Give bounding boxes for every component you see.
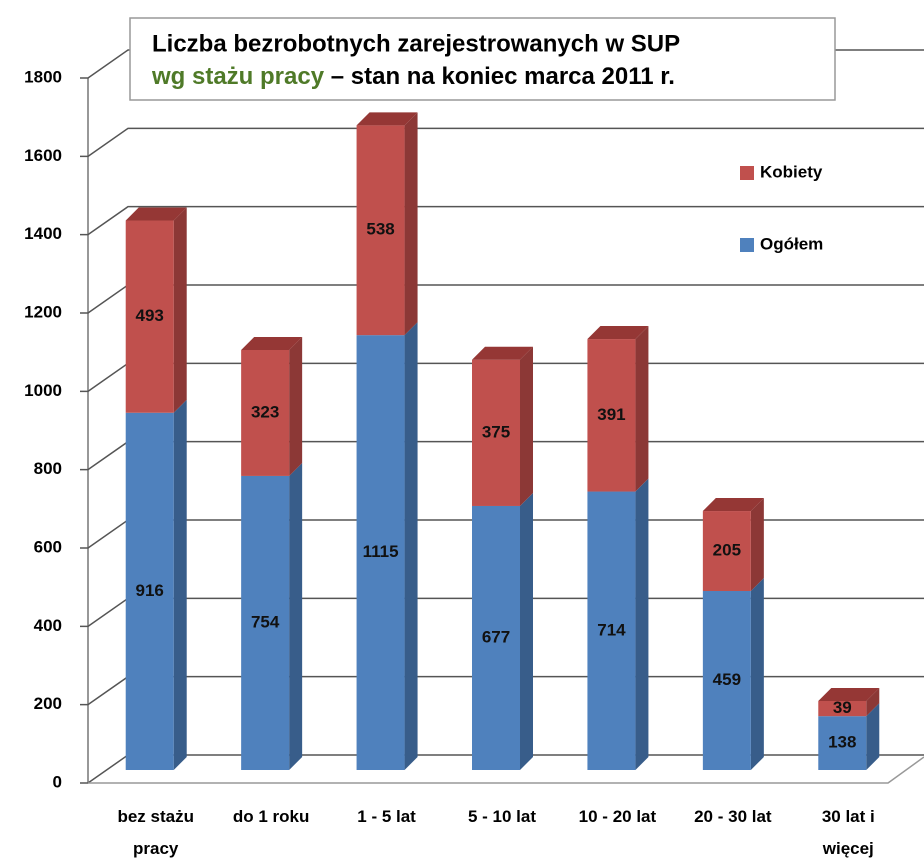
chart-subtitle: wg stażu pracy – stan na koniec marca 20… — [151, 63, 675, 90]
grid-line — [80, 205, 924, 236]
legend-label: Ogółem — [760, 234, 823, 253]
y-tick-label: 400 — [34, 616, 62, 635]
y-tick-label: 800 — [34, 459, 62, 478]
bar — [241, 349, 290, 476]
bar-side — [750, 577, 764, 770]
x-tick-label: do 1 roku — [233, 807, 310, 826]
bar — [818, 700, 867, 717]
y-tick-label: 200 — [34, 694, 62, 713]
bar-top — [125, 207, 187, 221]
bar — [702, 511, 751, 591]
data-label: 391 — [597, 405, 625, 424]
legend-swatch — [740, 238, 754, 252]
y-tick-label: 1200 — [24, 302, 62, 321]
x-tick-label: 10 - 20 lat — [579, 807, 657, 826]
data-label: 323 — [251, 402, 279, 421]
bar — [587, 491, 636, 770]
subtitle-highlight: wg stażu pracy — [151, 63, 325, 90]
bar-top — [472, 346, 533, 360]
bar-side — [635, 478, 649, 770]
bar-side — [866, 703, 880, 770]
x-tick-line: 30 lat i — [822, 807, 875, 826]
bar-side — [404, 112, 418, 336]
bar-side — [520, 492, 533, 770]
y-tick-label: 1800 — [24, 67, 62, 86]
legend-label: Kobiety — [760, 162, 823, 181]
bar — [587, 339, 636, 492]
floor-line — [88, 756, 924, 784]
bar-side — [520, 346, 533, 506]
bar — [702, 590, 751, 770]
bar-side — [866, 687, 880, 717]
x-tick-line: pracy — [133, 839, 179, 858]
data-label: 714 — [597, 620, 626, 639]
data-label: 1115 — [363, 542, 399, 561]
bar-top — [356, 112, 418, 126]
x-tick-line: 1 - 5 lat — [357, 807, 416, 826]
data-label: 754 — [251, 612, 280, 631]
x-tick-label: bez stażu pracy — [117, 807, 194, 858]
bar-top — [702, 498, 764, 512]
bar — [472, 505, 520, 770]
x-tick-label: 5 - 10 lat — [468, 807, 536, 826]
bar-side — [289, 462, 303, 770]
bar-side — [750, 498, 764, 591]
chart-title: Liczba bezrobotnych zarejestrowanych w S… — [152, 30, 680, 57]
subtitle-rest: – stan na koniec marca 2011 r. — [331, 63, 675, 90]
bar-top — [587, 326, 649, 340]
bars: 916 493 754 323 1115 538 677 375 714 391 459 205 138… — [125, 112, 880, 770]
data-label: 459 — [713, 670, 741, 689]
y-tick-label: 600 — [34, 537, 62, 556]
data-label: 375 — [482, 422, 510, 441]
bar-side — [635, 326, 649, 492]
bar — [472, 359, 520, 506]
bar — [356, 335, 405, 770]
bar-side — [173, 207, 187, 413]
x-tick-line: 10 - 20 lat — [579, 807, 657, 826]
title-box — [129, 17, 836, 101]
legend-swatch — [740, 166, 754, 180]
x-tick-line: 20 - 30 lat — [694, 807, 772, 826]
x-tick-line: 5 - 10 lat — [468, 807, 536, 826]
data-label: 916 — [136, 581, 164, 600]
data-label: 493 — [136, 306, 164, 325]
x-tick-label: 30 lat i więcej — [822, 807, 875, 858]
x-tick-line: bez stażu — [117, 807, 194, 826]
grid-line — [80, 127, 924, 158]
bar — [241, 475, 290, 770]
bar-side — [289, 336, 303, 476]
x-tick-label: 1 - 5 lat — [357, 807, 416, 826]
bar — [125, 412, 174, 770]
grid-line — [80, 284, 924, 314]
x-tick-line: więcej — [822, 839, 874, 858]
y-tick-label: 1000 — [24, 381, 62, 400]
data-label: 205 — [713, 540, 741, 559]
data-label: 538 — [366, 220, 394, 239]
data-label: 39 — [833, 698, 852, 717]
x-tick-line: do 1 roku — [233, 807, 310, 826]
bar-top — [241, 336, 303, 350]
bar — [356, 125, 405, 336]
bar-side — [404, 322, 418, 770]
bar — [818, 716, 867, 770]
y-tick-label: 1600 — [24, 146, 62, 165]
bar-side — [173, 399, 187, 770]
data-label: 138 — [828, 733, 856, 752]
bar-top — [818, 687, 880, 701]
data-label: 677 — [482, 627, 510, 646]
x-tick-label: 20 - 30 lat — [694, 807, 772, 826]
y-tick-label: 1400 — [24, 224, 62, 243]
bar — [125, 220, 174, 413]
y-tick-label: 0 — [53, 772, 62, 791]
